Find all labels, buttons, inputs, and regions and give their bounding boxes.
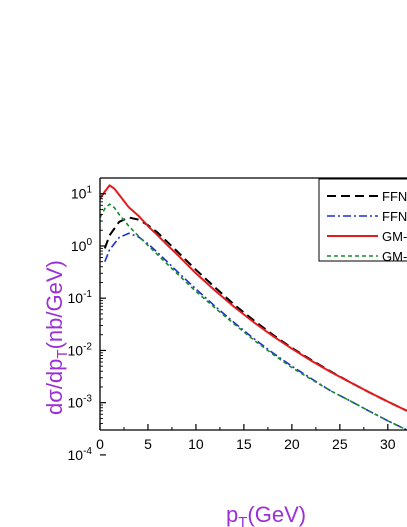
series-line-3 (100, 184, 407, 412)
y-tick-exponent: -2 (83, 341, 92, 352)
x-tick-label: 5 (144, 436, 152, 452)
y-tick-label: 101 (71, 185, 93, 202)
y-tick-base: 10 (68, 395, 84, 411)
x-tick-label: 20 (284, 436, 300, 452)
y-tick-exponent: -1 (83, 289, 92, 300)
y-tick-exponent: 0 (86, 237, 92, 248)
y-tick-exponent: -4 (83, 446, 92, 457)
x-axis-label-subscript: T (238, 514, 247, 527)
y-tick-label: 10-3 (68, 394, 93, 411)
y-axis-label-unit: (nb/GeV) (42, 260, 67, 349)
legend: FFN |y FFN |y GM-V GM-V (318, 178, 407, 264)
x-tick-label: 15 (236, 436, 252, 452)
legend-label: FFN |y (382, 189, 407, 204)
legend-label: GM-V (382, 249, 407, 264)
x-tick-label: 30 (380, 436, 396, 452)
y-axis-label: dσ/dpT(nb/GeV) (42, 260, 71, 415)
y-axis-label-subscript: T (54, 349, 71, 358)
series-line-4 (100, 203, 407, 430)
legend-label: FFN |y (382, 209, 407, 224)
x-tick-label: 0 (96, 436, 104, 452)
y-tick-label: 10-1 (68, 289, 93, 306)
x-tick-label: 25 (332, 436, 348, 452)
series-line-2 (104, 232, 407, 430)
x-axis-label: pT(GeV) (226, 502, 306, 527)
y-tick-base: 10 (68, 342, 84, 358)
y-tick-label: 100 (71, 237, 93, 254)
series-layer (100, 184, 407, 430)
x-axis-label-unit: (GeV) (247, 502, 306, 527)
x-tick-label: 10 (188, 436, 204, 452)
legend-box (318, 178, 407, 262)
y-tick-base: 10 (68, 447, 84, 463)
y-tick-base: 10 (68, 290, 84, 306)
y-tick-exponent: 1 (86, 185, 92, 196)
y-tick-base: 10 (71, 186, 87, 202)
y-tick-base: 10 (71, 238, 87, 254)
legend-label: GM-V (382, 229, 407, 244)
y-tick-label: 10-4 (68, 446, 93, 463)
x-axis-label-main: p (226, 502, 238, 527)
y-tick-label: 10-2 (68, 341, 93, 358)
y-axis-label-main: dσ/dp (42, 359, 67, 415)
y-tick-exponent: -3 (83, 394, 92, 405)
